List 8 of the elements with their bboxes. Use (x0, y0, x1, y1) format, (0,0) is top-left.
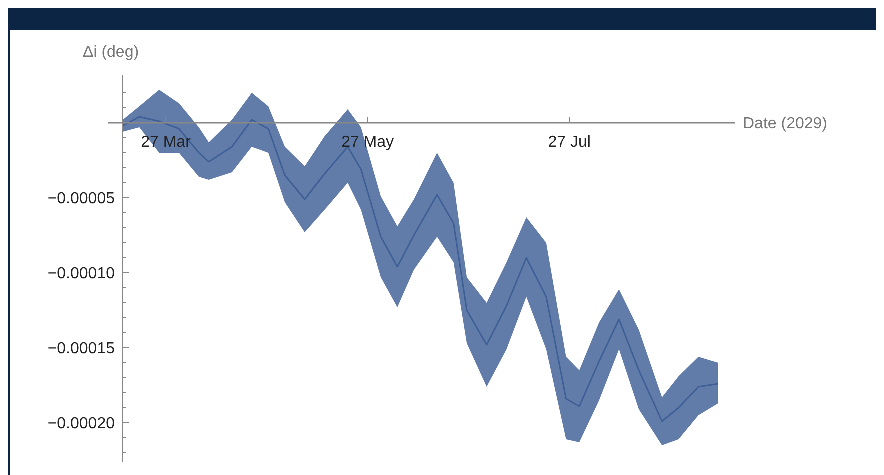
x-tick-label: 27 May (342, 134, 394, 151)
y-tick-label: −0.00020 (48, 416, 116, 433)
x-tick-label: 27 Jul (548, 134, 591, 151)
y-tick-label: −0.00005 (48, 190, 116, 208)
y-axis-title: Δi (deg) (83, 44, 140, 61)
y-tick-label: −0.00010 (48, 266, 116, 283)
x-axis-title: Date (2029) (743, 116, 828, 133)
y-tick-label: −0.00015 (48, 340, 116, 358)
